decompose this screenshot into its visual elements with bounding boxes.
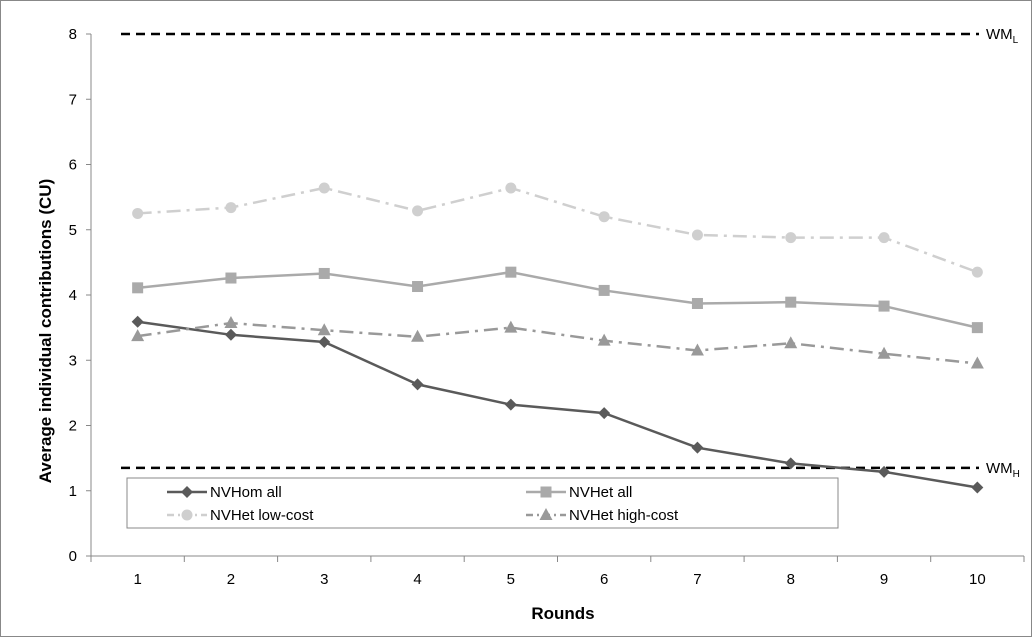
data-point [505,266,517,278]
legend-entry: NVHet all [526,484,632,501]
series-nvhom-all [131,315,984,494]
reference-line-label: WML [986,26,1019,46]
y-tick-label: 3 [69,352,77,369]
data-point [225,202,237,214]
x-tick-label: 6 [600,571,608,588]
data-point [877,346,891,359]
x-tick-label: 5 [507,571,515,588]
data-point [224,316,238,329]
legend-entry: NVHom all [167,484,282,501]
data-point [504,320,518,333]
series-line [137,186,978,274]
data-point [318,182,330,194]
data-point [505,182,517,194]
reference-line-label: WMH [986,460,1020,480]
x-tick-label: 4 [413,571,421,588]
x-axis-ticks: 1 2 3 4 5 6 7 8 9 10 [90,556,1025,588]
y-tick-label: 5 [69,222,77,239]
data-point [598,407,611,420]
data-point [878,232,890,244]
data-point [598,211,610,223]
data-point [691,229,703,241]
series-nvhet-high-cost [131,316,984,369]
data-point [784,457,797,470]
data-point [970,356,984,369]
y-tick-label: 4 [69,287,77,304]
data-point [411,378,424,391]
x-tick-label: 3 [320,571,328,588]
y-axis-title: Average individual contributions (CU) [36,179,55,483]
y-tick-label: 1 [69,483,77,500]
data-point [691,441,704,454]
x-tick-label: 1 [133,571,141,588]
legend-box [126,477,839,529]
data-point [412,281,424,293]
data-point [785,296,797,308]
legend-marker [181,486,193,498]
legend-marker [540,486,552,498]
data-point [784,336,798,349]
data-point [317,323,331,336]
data-point [598,284,610,296]
legend-entry: NVHet low-cost [167,507,314,524]
x-tick-label: 8 [787,571,795,588]
data-point [225,272,237,284]
legend-label: NVHet low-cost [210,507,314,524]
x-axis-title: Rounds [531,604,594,623]
data-point [318,335,331,348]
x-tick-label: 2 [227,571,235,588]
legend-entry: NVHet high-cost [526,507,679,524]
data-point [504,398,517,411]
y-tick-label: 8 [69,26,77,43]
data-point [132,207,144,219]
legend-marker [539,508,553,520]
data-point [971,481,984,494]
series-line [137,320,978,489]
data-point [318,267,330,279]
series-line [137,270,978,329]
series-line [137,321,978,365]
data-point [597,333,611,346]
data-point [971,266,983,278]
legend-label: NVHet all [569,484,632,501]
data-point [412,205,424,217]
axes [90,34,1024,557]
data-point [224,328,237,341]
legend-label: NVHom all [210,484,282,501]
reference-lines: WML WMH [121,26,1020,480]
data-point [131,315,144,328]
y-tick-label: 0 [69,548,77,565]
data-point [690,343,704,356]
data-point [878,300,890,312]
y-tick-label: 7 [69,91,77,108]
legend-label: NVHet high-cost [569,507,679,524]
y-tick-label: 2 [69,418,77,435]
y-tick-label: 6 [69,157,77,174]
data-point [785,232,797,244]
legend-marker [181,509,193,521]
legend: NVHom all NVHet all NVHet low-cost NVHet hi… [126,477,839,529]
series-nvhet-low-cost [132,182,983,278]
x-tick-label: 7 [693,571,701,588]
data-point [411,329,425,342]
series-nvhet-all [132,266,983,334]
data-point [878,465,891,478]
data-point [132,282,144,294]
y-axis-ticks: 0 1 2 3 4 5 6 7 8 [69,26,91,565]
x-tick-label: 9 [880,571,888,588]
x-tick-label: 10 [969,571,986,588]
data-point [131,329,145,342]
series-layer [131,182,984,494]
data-point [971,322,983,334]
data-point [691,297,703,309]
